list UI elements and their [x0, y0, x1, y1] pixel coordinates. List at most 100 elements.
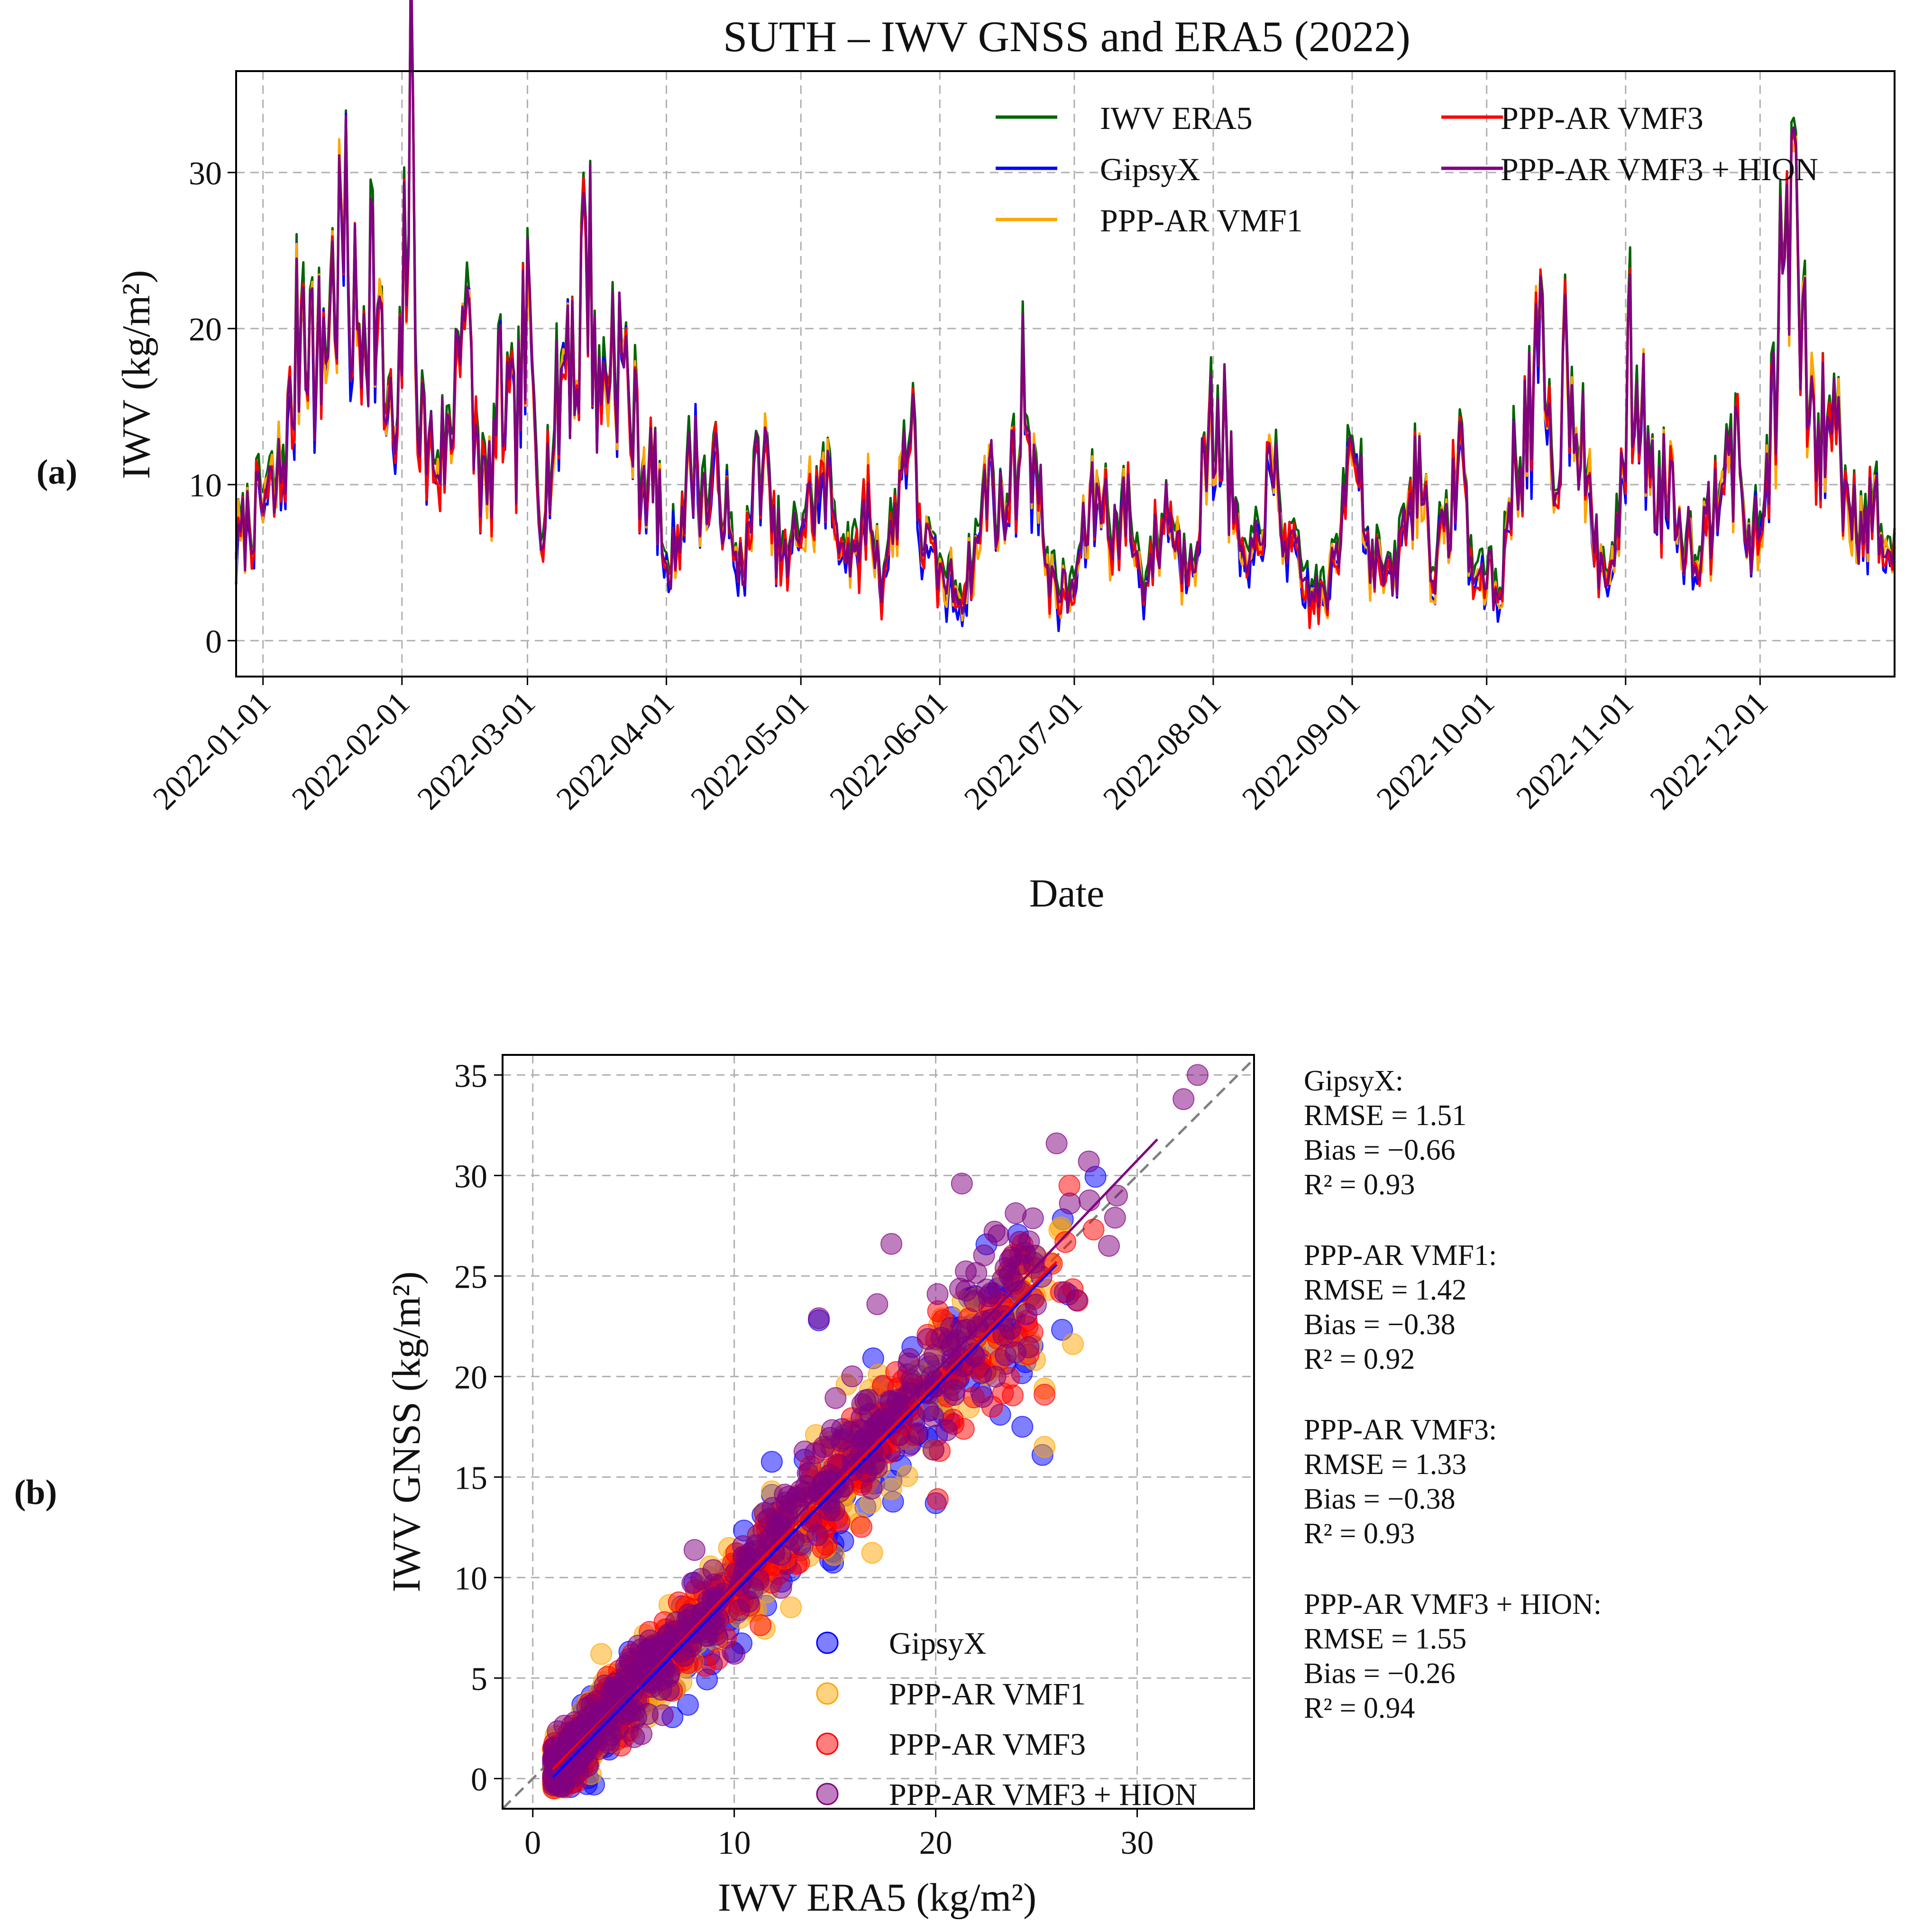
- point-b-3-413: [1017, 1336, 1040, 1358]
- point-b-3-4: [1059, 1192, 1081, 1215]
- point-b-0-363: [1011, 1416, 1034, 1438]
- stats-panel: GipsyX: RMSE = 1.51 Bias = −0.66 R² = 0.…: [1304, 1065, 1602, 1724]
- point-b-3-399: [739, 1543, 761, 1565]
- tick-label-b-y-4: 20: [454, 1359, 487, 1396]
- point-b-3-402: [926, 1283, 949, 1305]
- point-b-3-385: [897, 1352, 920, 1374]
- point-b-1-361: [1034, 1436, 1056, 1458]
- point-b-3-286: [639, 1670, 661, 1692]
- point-b-3-45: [723, 1643, 746, 1665]
- point-b-3-414: [935, 1419, 958, 1441]
- panel-b-label: (b): [14, 1473, 57, 1512]
- point-b-2-361: [1034, 1383, 1056, 1406]
- point-b-3-379: [831, 1418, 853, 1440]
- point-b-3-389: [592, 1712, 614, 1734]
- point-b-3-328: [658, 1666, 680, 1688]
- point-b-2-281: [788, 1551, 810, 1574]
- point-b-3-403: [631, 1723, 653, 1745]
- point-b-3-345: [793, 1440, 815, 1463]
- point-b-3-331: [980, 1282, 1002, 1304]
- stats-vmf3-bias: Bias = −0.38: [1304, 1483, 1456, 1515]
- point-b-3-341: [806, 1524, 828, 1546]
- point-b-1-200: [780, 1596, 802, 1619]
- point-b-3-416: [965, 1262, 988, 1284]
- tick-label-b-y-5: 25: [454, 1259, 487, 1295]
- tick-label-a-x-5: 2022-06-01: [823, 685, 954, 816]
- point-b-3-311: [945, 1368, 968, 1390]
- series-a-2: [235, 0, 1896, 622]
- point-b-2-213: [851, 1516, 872, 1538]
- point-b-0-169: [760, 1451, 783, 1473]
- tick-label-a-x-0: 2022-01-01: [146, 685, 277, 816]
- stats-vmf1-r2: R² = 0.92: [1304, 1343, 1415, 1375]
- stats-vmf1-name: PPP-AR VMF1:: [1304, 1239, 1497, 1272]
- stats-hion-r2: R² = 0.94: [1304, 1692, 1415, 1724]
- point-b-1-88: [896, 1465, 918, 1487]
- tick-label-a-y-2: 20: [189, 311, 222, 348]
- point-b-3-270: [923, 1438, 945, 1461]
- point-b-1-340: [1062, 1333, 1084, 1355]
- point-b-3-236: [1078, 1189, 1100, 1211]
- legend-b-vmf1: PPP-AR VMF1: [889, 1677, 1086, 1712]
- tick-label-b-x-2: 20: [919, 1825, 952, 1861]
- tick-label-b-x-3: 30: [1121, 1825, 1154, 1861]
- stats-vmf1-bias: Bias = −0.38: [1304, 1309, 1456, 1341]
- point-b-3-427: [1098, 1235, 1120, 1257]
- fit-line-b-3: [552, 1138, 1158, 1774]
- chart-b-x-label: IWV ERA5 (kg/m²): [718, 1876, 1036, 1920]
- tick-label-a-x-7: 2022-08-01: [1096, 685, 1227, 816]
- point-b-2-360: [926, 1488, 949, 1510]
- point-b-0-151: [677, 1694, 699, 1716]
- point-b-3-363: [678, 1603, 700, 1626]
- fit-line-b-0: [552, 1264, 1058, 1778]
- tick-label-a-x-6: 2022-07-01: [957, 685, 1089, 816]
- point-b-3-370: [754, 1502, 776, 1524]
- chart-a-title: SUTH – IWV GNSS and ERA5 (2022): [723, 12, 1410, 61]
- point-b-3-367: [1005, 1202, 1027, 1224]
- panel-b: (b) 0 5 10 15 20 25 30 35 0 10 20 30 IWV ERA5 (kg/…: [14, 1054, 1602, 1920]
- tick-label-a-x-3: 2022-04-01: [549, 685, 681, 816]
- tick-label-a-x-9: 2022-10-01: [1369, 685, 1501, 816]
- point-b-3-205: [770, 1577, 792, 1599]
- point-b-3-193: [841, 1365, 863, 1387]
- legend-a-hion: PPP-AR VMF3 + HION: [1501, 151, 1818, 187]
- point-b-3-426: [1078, 1150, 1100, 1172]
- tick-label-b-y-1: 5: [471, 1661, 487, 1697]
- stats-gipsyx-rmse: RMSE = 1.51: [1304, 1099, 1466, 1132]
- point-b-2-81: [1054, 1231, 1077, 1253]
- legend-b-marker-gipsyx: [816, 1631, 839, 1654]
- tick-label-a-y-0: 0: [205, 623, 222, 660]
- point-b-3-406: [728, 1599, 751, 1621]
- point-b-3-136: [702, 1559, 724, 1581]
- legend-b-gipsyx: GipsyX: [889, 1626, 986, 1661]
- point-b-3-321: [1024, 1245, 1046, 1267]
- tick-label-a-y-1: 10: [189, 467, 222, 504]
- legend-a-vmf1: PPP-AR VMF1: [1100, 202, 1303, 238]
- point-b-3-429: [1066, 1289, 1088, 1311]
- series-a-4: [235, 0, 1896, 615]
- tick-label-a-x-1: 2022-02-01: [284, 685, 416, 816]
- point-b-3-431: [866, 1293, 888, 1315]
- stats-hion-name: PPP-AR VMF3 + HION:: [1304, 1588, 1602, 1621]
- tick-label-b-x-0: 0: [524, 1825, 541, 1861]
- point-b-3-419: [949, 1278, 971, 1300]
- point-b-3-310: [824, 1387, 847, 1409]
- tick-label-a-x-11: 2022-12-01: [1643, 685, 1775, 816]
- point-b-3-404: [618, 1666, 640, 1689]
- chart-b-frame: [502, 1054, 1255, 1810]
- chart-b-legend: GipsyX PPP-AR VMF1 PPP-AR VMF3 PPP-AR VM…: [816, 1626, 1197, 1812]
- stats-hion-rmse: RMSE = 1.55: [1304, 1623, 1466, 1655]
- stats-vmf3-name: PPP-AR VMF3:: [1304, 1414, 1497, 1446]
- tick-label-a-x-4: 2022-05-01: [684, 685, 815, 816]
- chart-a-y-ticks: 0 10 20 30: [189, 156, 236, 660]
- stats-gipsyx-r2: R² = 0.93: [1304, 1169, 1415, 1201]
- legend-b-hion: PPP-AR VMF3 + HION: [889, 1777, 1197, 1812]
- point-b-3-336: [774, 1483, 796, 1506]
- tick-label-a-x-2: 2022-03-01: [410, 685, 542, 816]
- legend-b-marker-vmf3: [816, 1732, 839, 1755]
- point-b-3-420: [1187, 1064, 1209, 1086]
- point-b-3-422: [1045, 1132, 1068, 1154]
- legend-a-vmf3: PPP-AR VMF3: [1501, 100, 1703, 136]
